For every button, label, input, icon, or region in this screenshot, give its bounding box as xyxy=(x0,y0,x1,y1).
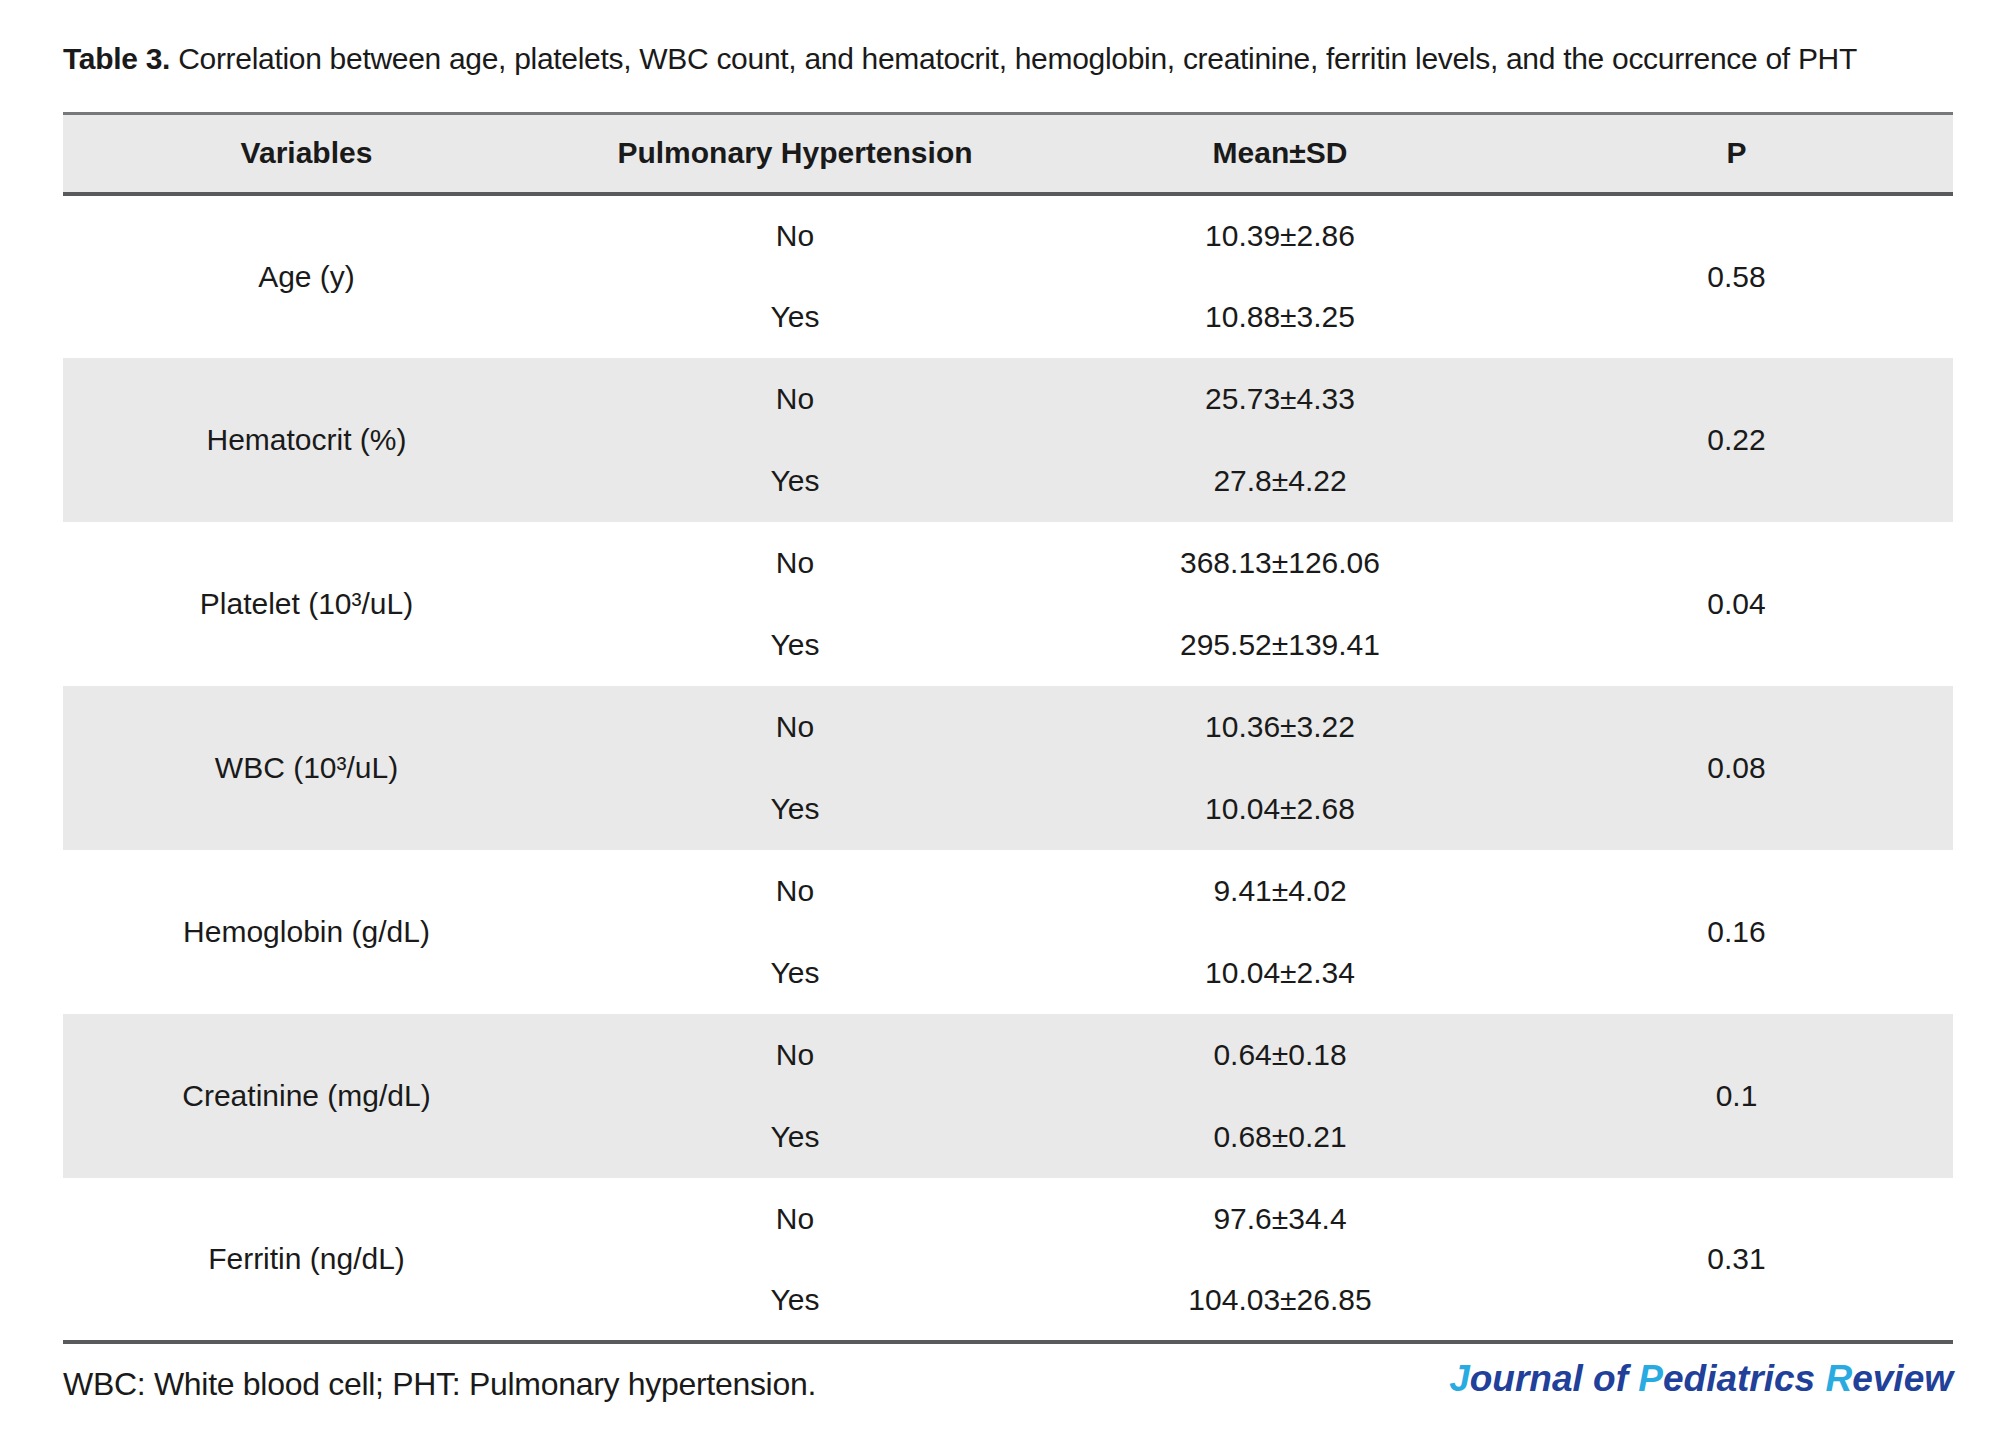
journal-logo-part: eview xyxy=(1852,1358,1953,1399)
mean-sd-yes-value: 10.04±2.68 xyxy=(1040,768,1520,850)
ph-yes-label: Yes xyxy=(550,276,1040,358)
ph-no-label: No xyxy=(550,686,1040,768)
table-row: Hemoglobin (g/dL)No9.41±4.020.16 xyxy=(63,850,1953,932)
mean-sd-no-value: 0.64±0.18 xyxy=(1040,1014,1520,1096)
variable-cell: Creatinine (mg/dL) xyxy=(63,1014,550,1178)
mean-sd-yes-value: 0.68±0.21 xyxy=(1040,1096,1520,1178)
mean-sd-no-value: 10.39±2.86 xyxy=(1040,194,1520,276)
journal-logo: Journal of Pediatrics Review xyxy=(1449,1358,1953,1400)
column-header-pulmonary-hypertension: Pulmonary Hypertension xyxy=(550,114,1040,194)
journal-logo-part: P xyxy=(1638,1358,1663,1399)
journal-logo-part: ournal of xyxy=(1470,1358,1639,1399)
table-row: Creatinine (mg/dL)No0.64±0.180.1 xyxy=(63,1014,1953,1096)
table-caption-number: Table 3. xyxy=(63,42,170,75)
mean-sd-no-value: 25.73±4.33 xyxy=(1040,358,1520,440)
table-body: Age (y)No10.39±2.860.58Yes10.88±3.25Hema… xyxy=(63,194,1953,1342)
ph-no-label: No xyxy=(550,194,1040,276)
ph-yes-label: Yes xyxy=(550,1096,1040,1178)
ph-no-label: No xyxy=(550,1178,1040,1260)
mean-sd-no-value: 97.6±34.4 xyxy=(1040,1178,1520,1260)
p-value-cell: 0.1 xyxy=(1520,1014,1953,1178)
ph-yes-label: Yes xyxy=(550,440,1040,522)
p-value-cell: 0.04 xyxy=(1520,522,1953,686)
correlation-table: Variables Pulmonary Hypertension Mean±SD… xyxy=(63,112,1953,1344)
table-row: Hematocrit (%)No25.73±4.330.22 xyxy=(63,358,1953,440)
p-value-cell: 0.16 xyxy=(1520,850,1953,1014)
mean-sd-no-value: 9.41±4.02 xyxy=(1040,850,1520,932)
ph-yes-label: Yes xyxy=(550,932,1040,1014)
ph-yes-label: Yes xyxy=(550,1260,1040,1342)
column-header-mean-sd: Mean±SD xyxy=(1040,114,1520,194)
ph-no-label: No xyxy=(550,850,1040,932)
variable-cell: Hemoglobin (g/dL) xyxy=(63,850,550,1014)
table-row: Ferritin (ng/dL)No97.6±34.40.31 xyxy=(63,1178,1953,1260)
journal-logo-part: R xyxy=(1825,1358,1852,1399)
p-value-cell: 0.22 xyxy=(1520,358,1953,522)
mean-sd-yes-value: 10.88±3.25 xyxy=(1040,276,1520,358)
mean-sd-yes-value: 27.8±4.22 xyxy=(1040,440,1520,522)
column-header-variables: Variables xyxy=(63,114,550,194)
variable-cell: Platelet (10³/uL) xyxy=(63,522,550,686)
mean-sd-no-value: 10.36±3.22 xyxy=(1040,686,1520,768)
variable-cell: Ferritin (ng/dL) xyxy=(63,1178,550,1342)
column-header-p: P xyxy=(1520,114,1953,194)
variable-cell: WBC (10³/uL) xyxy=(63,686,550,850)
variable-cell: Age (y) xyxy=(63,194,550,358)
p-value-cell: 0.31 xyxy=(1520,1178,1953,1342)
p-value-cell: 0.58 xyxy=(1520,194,1953,358)
table-header-row: Variables Pulmonary Hypertension Mean±SD… xyxy=(63,114,1953,194)
table-caption-text: Correlation between age, platelets, WBC … xyxy=(178,42,1857,75)
ph-yes-label: Yes xyxy=(550,768,1040,850)
journal-logo-part: ediatrics xyxy=(1663,1358,1825,1399)
table-row: Platelet (10³/uL)No368.13±126.060.04 xyxy=(63,522,1953,604)
table-row: WBC (10³/uL)No10.36±3.220.08 xyxy=(63,686,1953,768)
table-row: Age (y)No10.39±2.860.58 xyxy=(63,194,1953,276)
abbreviation-note: WBC: White blood cell; PHT: Pulmonary hy… xyxy=(63,1366,816,1403)
table-header: Variables Pulmonary Hypertension Mean±SD… xyxy=(63,114,1953,194)
ph-yes-label: Yes xyxy=(550,604,1040,686)
mean-sd-yes-value: 104.03±26.85 xyxy=(1040,1260,1520,1342)
journal-logo-part: J xyxy=(1449,1358,1470,1399)
mean-sd-yes-value: 295.52±139.41 xyxy=(1040,604,1520,686)
ph-no-label: No xyxy=(550,1014,1040,1096)
p-value-cell: 0.08 xyxy=(1520,686,1953,850)
mean-sd-no-value: 368.13±126.06 xyxy=(1040,522,1520,604)
variable-cell: Hematocrit (%) xyxy=(63,358,550,522)
table-caption: Table 3. Correlation between age, platel… xyxy=(63,42,1857,76)
mean-sd-yes-value: 10.04±2.34 xyxy=(1040,932,1520,1014)
ph-no-label: No xyxy=(550,358,1040,440)
ph-no-label: No xyxy=(550,522,1040,604)
